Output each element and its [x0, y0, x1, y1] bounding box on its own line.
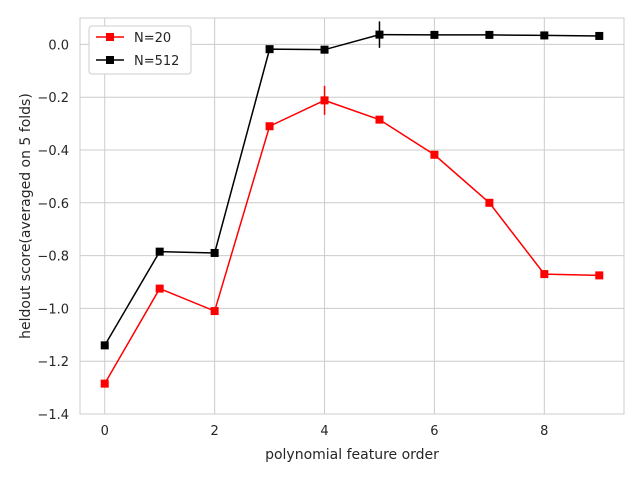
x-tick-label: 4	[320, 424, 328, 439]
data-point	[595, 31, 604, 40]
legend-label-n20: N=20	[134, 31, 171, 46]
data-point	[595, 271, 604, 280]
data-point	[100, 379, 109, 388]
data-point	[485, 198, 494, 207]
x-tick-label: 8	[540, 424, 548, 439]
y-tick-label: −0.2	[37, 91, 69, 106]
data-point	[155, 247, 164, 256]
x-tick-label: 2	[210, 424, 218, 439]
x-tick-label: 6	[430, 424, 438, 439]
data-point	[210, 248, 219, 257]
y-tick-labels: 0.0 −0.2 −0.4 −0.6 −0.8 −1.0 −1.2 −1.4	[37, 38, 69, 423]
data-point	[265, 122, 274, 131]
y-tick-label: −0.4	[37, 144, 69, 159]
x-tick-label: 0	[101, 424, 109, 439]
series-N=20	[100, 85, 604, 388]
y-tick-label: 0.0	[48, 38, 69, 53]
legend-box	[88, 25, 192, 75]
data-point	[375, 115, 384, 124]
legend: N=20 N=512	[88, 25, 192, 75]
data-point	[375, 30, 384, 39]
legend-label-n512: N=512	[134, 54, 179, 69]
x-axis-label: polynomial feature order	[265, 447, 439, 463]
y-tick-label: −1.4	[37, 408, 69, 423]
data-point	[430, 150, 439, 159]
y-tick-label: −0.8	[37, 250, 69, 265]
data-point	[320, 96, 329, 105]
legend-marker-n20	[106, 33, 114, 41]
data-point	[485, 30, 494, 39]
series-N=512	[100, 21, 604, 350]
data-point	[210, 307, 219, 316]
data-point	[100, 341, 109, 350]
series-line	[104, 33, 600, 346]
series-line	[104, 99, 600, 385]
y-tick-label: −1.0	[37, 302, 69, 317]
data-point	[540, 270, 549, 279]
y-tick-label: −0.6	[37, 197, 69, 212]
x-tick-labels: 0 2 4 6 8	[101, 424, 549, 439]
plot-area	[79, 17, 625, 415]
data-point	[320, 45, 329, 54]
series-layer	[100, 21, 604, 388]
data-point	[155, 284, 164, 293]
data-point	[265, 45, 274, 54]
y-axis-label: heldout score(averaged on 5 folds)	[18, 93, 34, 339]
data-point	[430, 30, 439, 39]
y-tick-label: −1.2	[37, 355, 69, 370]
legend-marker-n512	[106, 56, 114, 64]
data-point	[540, 31, 549, 40]
